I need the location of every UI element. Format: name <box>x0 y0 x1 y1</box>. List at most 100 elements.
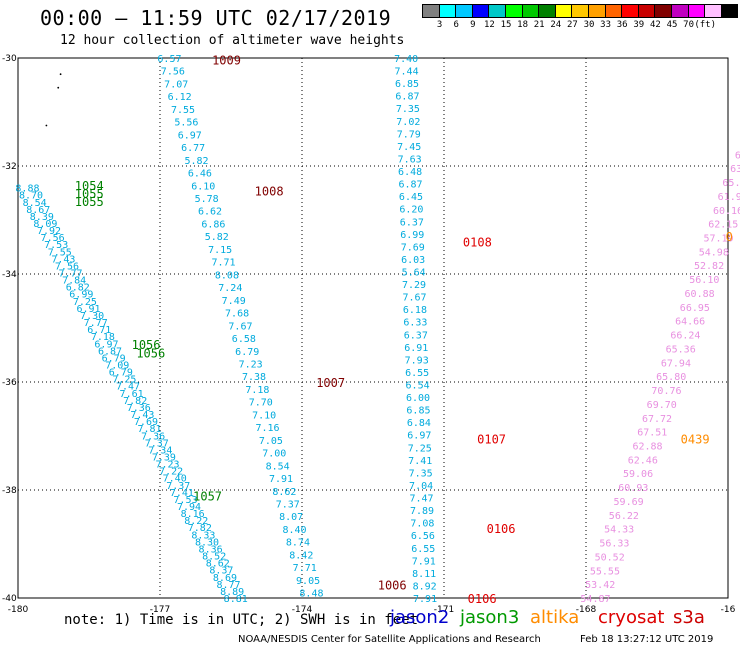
wave-height-label: 7.37 <box>166 481 190 492</box>
credit-text: NOAA/NESDIS Center for Satellite Applica… <box>238 634 541 645</box>
time-label: 1007 <box>316 376 345 390</box>
wave-height-label: 7.41 <box>408 456 432 467</box>
wave-height-label: 6.12 <box>168 92 192 103</box>
wave-height-label: 7.25 <box>112 375 136 386</box>
color-scale-label: 45 <box>666 20 678 30</box>
color-scale-label: 30 <box>583 20 595 30</box>
color-scale-label: 70 <box>683 20 695 30</box>
lat-tick-label: -40 <box>2 594 17 604</box>
wave-height-label: 7.56 <box>41 233 65 244</box>
wave-height-label: 66.95 <box>680 303 710 314</box>
wave-height-label: 6.20 <box>399 205 423 216</box>
wave-height-label: 7.53 <box>173 495 197 506</box>
wave-height-label: 8.48 <box>299 589 323 600</box>
wave-height-label: 7.23 <box>155 460 179 471</box>
wave-height-label: 8.42 <box>289 550 313 561</box>
wave-height-label: 7.81 <box>138 424 162 435</box>
time-label: 1057 <box>193 489 222 503</box>
color-scale-label: 18 <box>517 20 529 30</box>
map-subtitle: 12 hour collection of altimeter wave hei… <box>60 33 405 48</box>
wave-height-label: 7.77 <box>84 318 108 329</box>
wave-height-label: 6.87 <box>395 92 419 103</box>
wave-height-label: 5.82 <box>184 156 208 167</box>
wave-height-label: 8.52 <box>202 552 226 563</box>
wave-height-label: 7.04 <box>409 481 433 492</box>
legend-entry-cryosat: cryosat <box>598 607 665 628</box>
wave-height-label: 6.97 <box>94 339 118 350</box>
color-scale-label: 21 <box>533 20 545 30</box>
wave-height-label: 7.91 <box>412 556 436 567</box>
wave-height-label: 7.22 <box>159 467 183 478</box>
wave-height-label: 8.40 <box>283 525 307 536</box>
wave-height-label: 6.58 <box>232 334 256 345</box>
wave-height-label: 70.76 <box>651 386 681 397</box>
wave-height-label: 7.35 <box>396 104 420 115</box>
time-label: 1008 <box>255 184 284 198</box>
wave-height-label: 6.86 <box>201 219 225 230</box>
wave-height-label: 7.39 <box>152 452 176 463</box>
wave-height-label: 7.15 <box>208 245 232 256</box>
wave-height-label: 7.45 <box>397 142 421 153</box>
wave-height-label: 8.89 <box>220 587 244 598</box>
wave-height-label: 7.70 <box>249 398 273 409</box>
wave-height-label: 8.77 <box>217 580 241 591</box>
wave-height-label: 6.91 <box>76 304 100 315</box>
wave-height-label: 8.16 <box>181 509 205 520</box>
island-dot <box>59 73 62 76</box>
wave-height-label: 7.16 <box>255 423 279 434</box>
wave-height-label: 6.57 <box>157 54 181 65</box>
wave-height-label: 7.36 <box>127 403 151 414</box>
wave-height-label: 7.10 <box>252 410 276 421</box>
wave-height-label: 60.88 <box>685 289 715 300</box>
wave-height-label: 67.51 <box>637 428 667 439</box>
wave-height-label: 6.79 <box>109 368 133 379</box>
wave-height-label: 7.25 <box>408 443 432 454</box>
lon-tick-label: -168 <box>576 605 597 615</box>
wave-height-label: 7.43 <box>51 254 75 265</box>
wave-height-label: 7.43 <box>130 410 154 421</box>
time-label: 1056 <box>132 338 161 352</box>
wave-height-label: 8.69 <box>213 573 237 584</box>
island-dot <box>45 124 48 127</box>
wave-height-label: 59.06 <box>623 469 653 480</box>
wave-height-label: 50.52 <box>595 552 625 563</box>
legend-entry-jason3: jason3 <box>460 607 520 628</box>
lon-tick-label: -174 <box>292 605 313 615</box>
wave-height-label: 8.70 <box>19 191 43 202</box>
wave-height-label: 7.34 <box>148 445 172 456</box>
wave-height-label: 54.87 <box>580 594 610 605</box>
wave-height-label: 7.40 <box>394 54 418 65</box>
wave-height-label: 6.55 <box>405 368 429 379</box>
wave-height-label: 5.64 <box>402 267 426 278</box>
time-label: 0108 <box>463 236 492 250</box>
wave-height-label: 7.61 <box>120 389 144 400</box>
wave-height-label: 6.56 <box>411 531 435 542</box>
color-scale-label: 33 <box>600 20 612 30</box>
wave-height-label: 8.08 <box>215 270 239 281</box>
wave-height-label: 8.37 <box>209 566 233 577</box>
wave-height-label: 6.45 <box>399 192 423 203</box>
wave-height-label: 7.40 <box>163 474 187 485</box>
wave-height-label: 6.85 <box>395 79 419 90</box>
lon-tick-label: -171 <box>434 605 454 615</box>
wave-height-label: 8.62 <box>272 487 296 498</box>
color-scale-labels: 3 6 9 12 15 18 21 24 27 30 33 36 39 42 45 70 (ft) <box>422 18 737 32</box>
wave-height-label: 7.30 <box>80 311 104 322</box>
color-scale-label: 9 <box>470 20 476 30</box>
wave-height-label: 6.18 <box>403 305 427 316</box>
wave-height-label: 7.94 <box>177 502 201 513</box>
wave-height-label: 7.71 <box>212 258 236 269</box>
wave-height-label: 6.62 <box>198 207 222 218</box>
generated-timestamp: Feb 18 13:27:12 UTC 2019 <box>580 634 714 645</box>
wave-height-label: 6.84 <box>407 418 431 429</box>
time-label: 1055 <box>75 195 104 209</box>
legend-entry-s3a: s3a <box>673 607 705 628</box>
wave-height-label: 65.80 <box>656 372 686 383</box>
wave-height-label: 61.90 <box>718 192 740 203</box>
wave-height-label: 6.33 <box>403 318 427 329</box>
time-label: 1006 <box>378 579 407 593</box>
wave-height-label: 7.37 <box>145 438 169 449</box>
wave-height-label: 56.10 <box>689 275 719 286</box>
legend-entry-altika: altika <box>530 607 580 628</box>
